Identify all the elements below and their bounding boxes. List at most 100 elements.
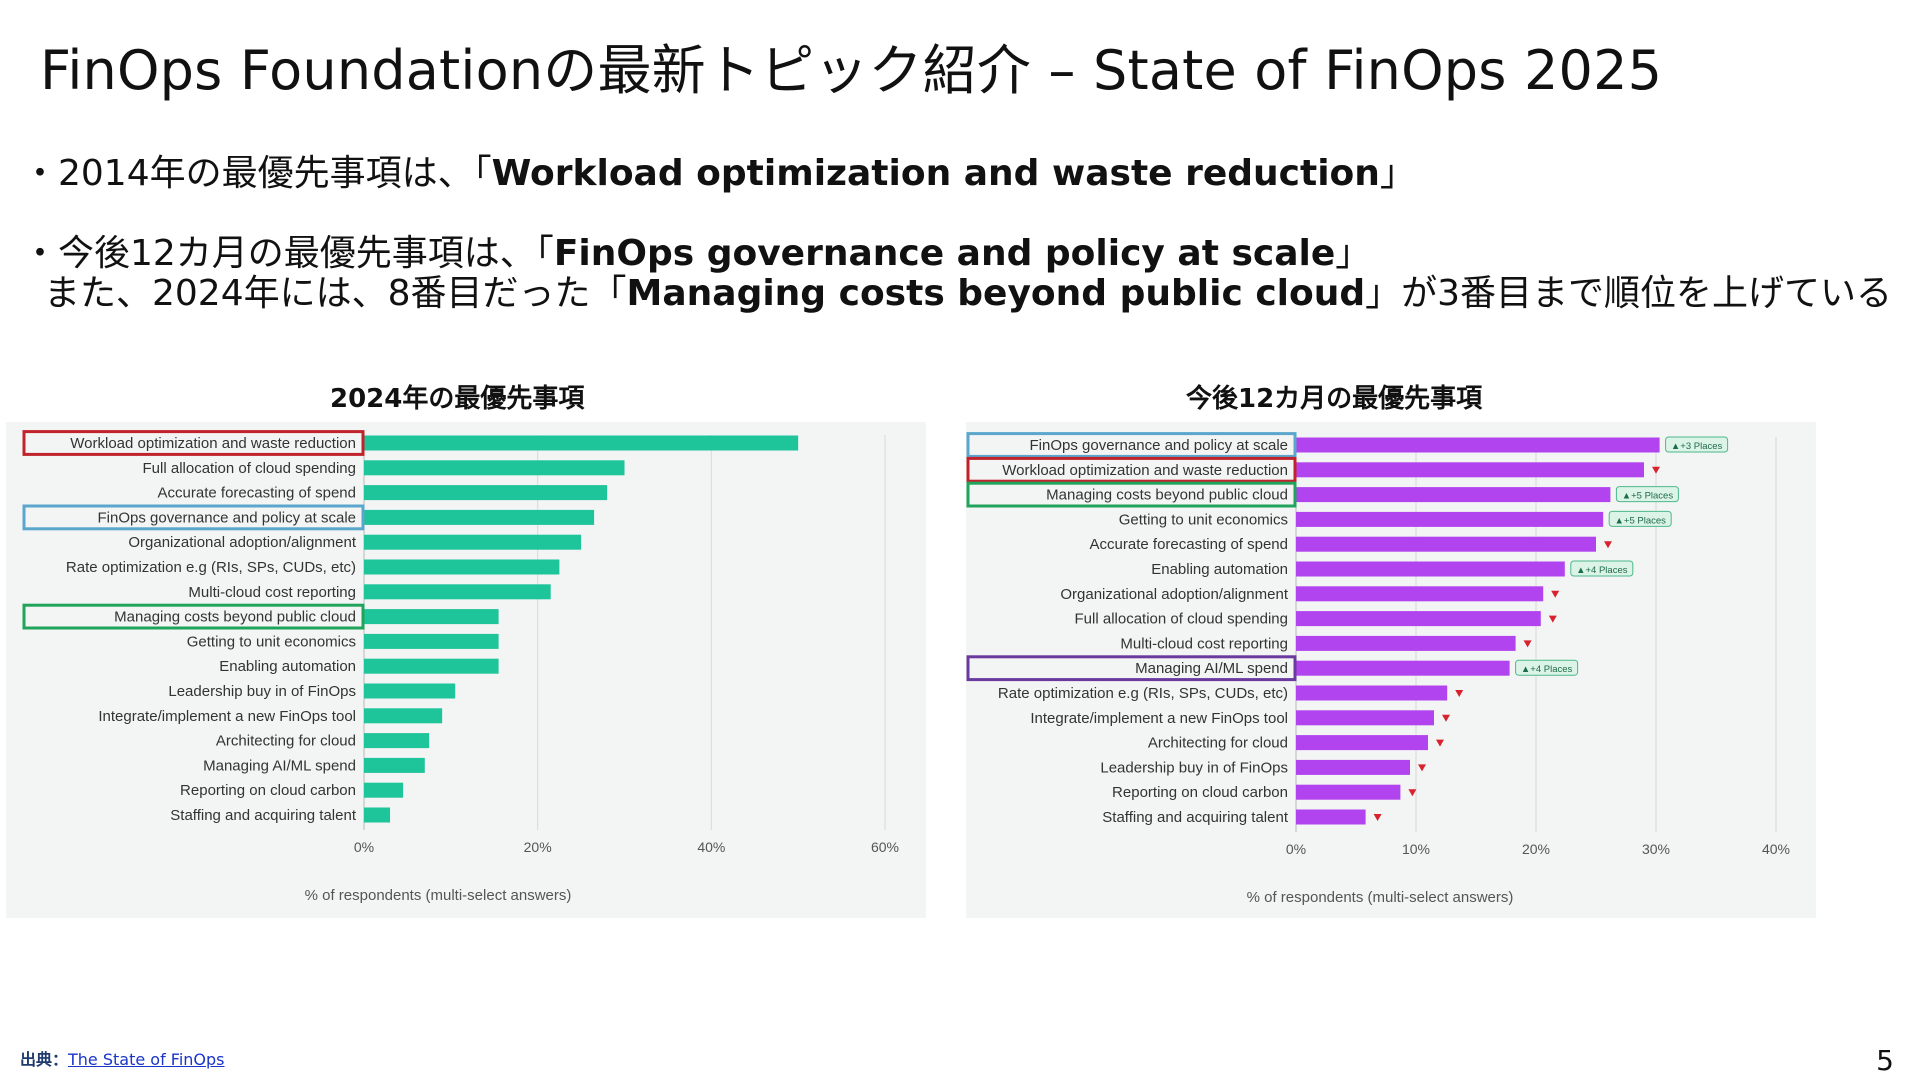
chart-2024-category-label: Staffing and acquiring talent <box>170 807 357 824</box>
chart-next12-svg: 0% 10% 20% 30% 40% % of respondents (multi-se… <box>966 432 1790 906</box>
chart-next12-rank-badge <box>1515 659 1579 676</box>
chart-2024-category-label: Rate optimization e.g (RIs, SPs, CUDs, e… <box>66 559 356 576</box>
chart-2024-bar <box>364 633 499 649</box>
chart-next12-category-label: Enabling automation <box>1151 561 1288 578</box>
chart-2024-bar <box>364 733 430 749</box>
chart-next12-bar <box>1296 586 1544 602</box>
chart-next12-category-label: Integrate/implement a new FinOps tool <box>1030 710 1288 727</box>
bullet-text: 」 <box>1379 153 1416 194</box>
chart-2024-bar <box>364 559 560 575</box>
bullet-emphasis: Managing costs beyond public cloud <box>626 273 1366 314</box>
chart-next12-bar <box>1296 809 1366 825</box>
chart-2024-category-label: Enabling automation <box>219 658 356 675</box>
source-citation: 出典：The State of FinOps <box>20 1046 225 1070</box>
chart-next12-bar <box>1296 462 1644 478</box>
chart-next12-down-marker-icon <box>1418 764 1426 772</box>
chart-next12-category-label: Managing costs beyond public cloud <box>1046 487 1288 504</box>
chart-2024-panel: 0% 20% 40% 60% % of respondents (multi-selec… <box>6 422 926 918</box>
chart-2024-category-label: Organizational adoption/alignment <box>128 534 356 551</box>
chart-next12-rank-badge <box>1570 560 1634 577</box>
chart-2024-tick-label: 60% <box>871 839 899 855</box>
bullet-text: 」 <box>1335 233 1372 274</box>
chart-next12-down-marker-icon <box>1408 789 1417 797</box>
chart-next12-category-label: Workload optimization and waste reductio… <box>1002 462 1288 479</box>
chart-next12-tick-label: 40% <box>1762 841 1790 857</box>
chart-2024-bar <box>364 609 499 625</box>
chart-2024-bar <box>364 485 608 501</box>
chart-2024-category-label: Managing AI/ML spend <box>203 757 356 774</box>
chart-next12-tick-label: 20% <box>1522 841 1550 857</box>
chart-next12-category-label: Full allocation of cloud spending <box>1075 611 1288 628</box>
chart-2024-bar <box>364 683 456 699</box>
chart-2024-bar <box>364 782 404 798</box>
chart-next12-rank-badge-text: ▲+5 Places <box>1615 515 1667 526</box>
chart-2024-category-label: Integrate/implement a new FinOps tool <box>98 708 356 725</box>
chart-next12-down-marker-icon <box>1604 541 1612 549</box>
chart-next12-bar <box>1296 759 1410 775</box>
chart-2024-bar <box>364 658 499 674</box>
chart-next12-rank-badge <box>1608 510 1672 527</box>
chart-2024-tick-label: 40% <box>697 839 725 855</box>
chart-next12-category-label: Accurate forecasting of spend <box>1090 536 1288 553</box>
chart-next12-down-marker-icon <box>1373 814 1382 821</box>
bullet-text: ・今後12カ月の最優先事項は、「 <box>22 233 554 274</box>
page-number: 5 <box>1876 1044 1894 1077</box>
chart-next12-down-marker-icon <box>1455 690 1464 697</box>
chart-2024-bar <box>364 435 799 451</box>
chart-next12-bar <box>1296 536 1596 552</box>
chart-2024-category-label: Accurate forecasting of spend <box>158 485 356 502</box>
bullet-next-12-months: ・今後12カ月の最優先事項は、「FinOps governance and po… <box>22 224 1371 276</box>
chart-next12-bar <box>1296 635 1516 651</box>
slide-title: FinOps Foundationの最新トピック紹介 – State of Fi… <box>40 39 1663 102</box>
source-link[interactable]: The State of FinOps <box>68 1050 225 1069</box>
chart-next12-down-marker-icon <box>1442 714 1450 722</box>
chart-2024-category-label: Reporting on cloud carbon <box>180 782 356 799</box>
bullet-text: ・2014年の最優先事項は、「 <box>22 153 492 194</box>
chart-next12-bar <box>1296 735 1428 751</box>
chart-next12-rank-badge-text: ▲+3 Places <box>1671 441 1723 452</box>
chart-next12-down-marker-icon <box>1523 640 1532 648</box>
chart-next12-highlight-box <box>966 432 1297 458</box>
chart-next12-category-label: Rate optimization e.g (RIs, SPs, CUDs, e… <box>998 685 1288 702</box>
chart-next12-category-label: Leadership buy in of FinOps <box>1100 759 1288 776</box>
chart-next12-rank-badge-text: ▲+5 Places <box>1622 491 1674 502</box>
bullet-emphasis: Workload optimization and waste reductio… <box>491 153 1380 194</box>
chart-next12-category-label: Reporting on cloud carbon <box>1112 784 1288 801</box>
chart-2024-category-label: FinOps governance and policy at scale <box>98 509 356 526</box>
chart-2024-bar <box>364 807 391 823</box>
chart-2024-tick-label: 0% <box>354 839 374 855</box>
chart-next12-bar <box>1296 561 1565 577</box>
chart-next12-highlight-box <box>966 456 1297 483</box>
chart-2024-category-label: Full allocation of cloud spending <box>143 460 356 477</box>
chart-2024-tick-label: 20% <box>524 839 552 855</box>
bullet-text: また、2024年には、8番目だった「 <box>44 273 627 314</box>
chart-2024-highlight-box <box>22 430 365 456</box>
bullet-ranking-change: また、2024年には、8番目だった「Managing costs beyond … <box>44 264 1892 316</box>
bullet-emphasis: FinOps governance and policy at scale <box>553 233 1336 274</box>
chart-2024-axis-label: % of respondents (multi-select answers) <box>305 887 572 904</box>
chart-2024-bar <box>364 534 582 550</box>
chart-next12-bar <box>1296 685 1448 701</box>
chart-2024-category-label: Architecting for cloud <box>216 733 356 750</box>
chart-next12-bar <box>1296 710 1434 726</box>
chart-next12-category-label: Staffing and acquiring talent <box>1102 809 1289 826</box>
bullet-2014-priority: ・2014年の最優先事項は、「Workload optimization and… <box>22 144 1416 196</box>
chart-next12-down-marker-icon <box>1436 739 1444 747</box>
chart-2024-svg: 0% 20% 40% 60% % of respondents (multi-selec… <box>22 430 899 904</box>
chart-next12-highlight-box <box>966 655 1297 682</box>
chart-next12-bar <box>1296 487 1611 503</box>
chart-next12-highlight-box <box>966 481 1297 508</box>
chart-next12-bar <box>1296 611 1541 627</box>
chart-2024-category-label: Workload optimization and waste reductio… <box>70 435 356 452</box>
chart-2024-category-label: Getting to unit economics <box>187 633 356 650</box>
chart-2024-bar <box>364 509 595 525</box>
chart-2024-bar <box>364 708 443 724</box>
chart-next12-category-label: Multi-cloud cost reporting <box>1120 635 1288 652</box>
chart-2024-category-label: Multi-cloud cost reporting <box>188 584 356 601</box>
chart-next12-category-label: Organizational adoption/alignment <box>1060 586 1288 603</box>
chart-next12-rank-badge-text: ▲+4 Places <box>1576 565 1628 576</box>
chart-next12-tick-label: 30% <box>1642 841 1670 857</box>
source-label: 出典： <box>20 1050 69 1069</box>
chart-next12-title: 今後12カ月の最優先事項 <box>1186 384 1483 414</box>
chart-next12-category-label: Managing AI/ML spend <box>1135 660 1288 677</box>
